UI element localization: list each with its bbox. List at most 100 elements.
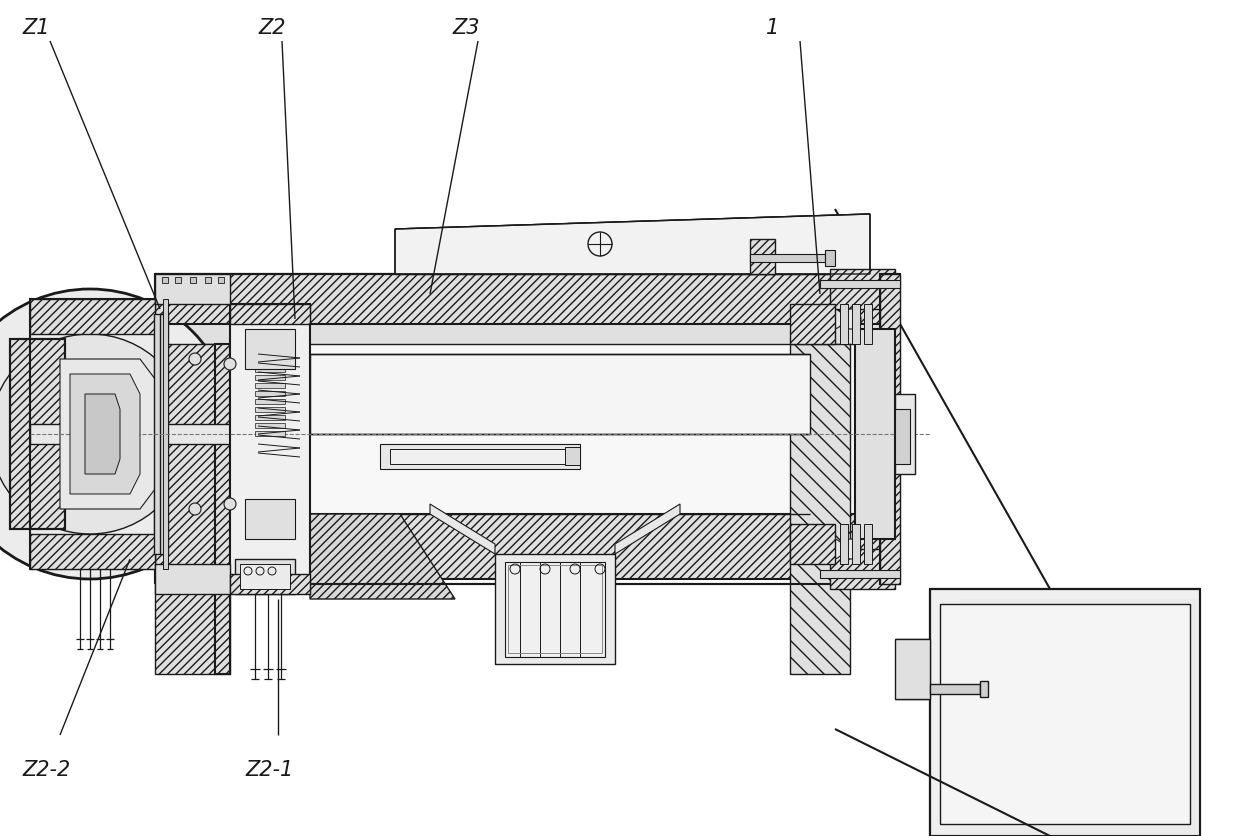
Polygon shape bbox=[255, 407, 285, 412]
Bar bbox=[246, 329, 295, 370]
Circle shape bbox=[805, 309, 825, 329]
Bar bbox=[246, 499, 295, 539]
Circle shape bbox=[224, 498, 236, 511]
Bar bbox=[160, 314, 167, 554]
Bar bbox=[310, 354, 810, 435]
Bar bbox=[190, 278, 196, 283]
Bar bbox=[856, 329, 895, 539]
Polygon shape bbox=[615, 504, 680, 554]
Polygon shape bbox=[930, 589, 1200, 836]
Text: Z1: Z1 bbox=[22, 18, 50, 38]
Polygon shape bbox=[60, 359, 155, 509]
Polygon shape bbox=[255, 359, 285, 364]
Text: Z3: Z3 bbox=[453, 18, 480, 38]
Circle shape bbox=[823, 309, 843, 329]
Bar bbox=[895, 395, 915, 475]
Bar bbox=[940, 604, 1190, 824]
Circle shape bbox=[30, 375, 150, 494]
Bar bbox=[10, 339, 64, 529]
Text: Z2: Z2 bbox=[258, 18, 285, 38]
Circle shape bbox=[0, 334, 190, 534]
Bar bbox=[750, 240, 775, 275]
Polygon shape bbox=[255, 391, 285, 396]
Text: Z2-1: Z2-1 bbox=[246, 759, 293, 779]
Bar bbox=[790, 344, 849, 674]
Polygon shape bbox=[155, 275, 895, 344]
Bar bbox=[155, 564, 229, 594]
Bar bbox=[218, 278, 224, 283]
Bar bbox=[241, 564, 290, 589]
Circle shape bbox=[188, 354, 201, 365]
Polygon shape bbox=[255, 415, 285, 421]
Bar bbox=[175, 278, 181, 283]
Bar bbox=[820, 570, 900, 579]
Polygon shape bbox=[255, 384, 285, 389]
Bar bbox=[155, 514, 895, 579]
Bar bbox=[205, 278, 211, 283]
Bar bbox=[880, 275, 900, 584]
Circle shape bbox=[64, 410, 115, 460]
Bar bbox=[790, 524, 835, 564]
Bar bbox=[155, 275, 229, 304]
Bar bbox=[505, 563, 605, 657]
Bar bbox=[790, 304, 835, 344]
Polygon shape bbox=[960, 599, 1200, 836]
Bar bbox=[236, 559, 295, 594]
Bar bbox=[155, 564, 229, 594]
Bar bbox=[830, 270, 895, 309]
Bar bbox=[830, 549, 895, 589]
Bar bbox=[162, 299, 167, 569]
Polygon shape bbox=[69, 375, 140, 494]
Bar bbox=[155, 344, 895, 514]
Polygon shape bbox=[396, 215, 870, 275]
Bar bbox=[229, 304, 310, 324]
Polygon shape bbox=[430, 504, 495, 554]
Circle shape bbox=[0, 289, 236, 579]
Circle shape bbox=[805, 539, 825, 559]
Bar bbox=[864, 304, 872, 344]
Polygon shape bbox=[255, 375, 285, 380]
Bar bbox=[30, 299, 155, 569]
Bar bbox=[750, 255, 825, 263]
Polygon shape bbox=[310, 514, 455, 599]
Bar bbox=[162, 278, 167, 283]
Polygon shape bbox=[255, 431, 285, 436]
Circle shape bbox=[841, 309, 861, 329]
Bar bbox=[30, 534, 155, 569]
Circle shape bbox=[262, 332, 278, 348]
Bar bbox=[391, 450, 570, 465]
Circle shape bbox=[224, 359, 236, 370]
Circle shape bbox=[823, 539, 843, 559]
Bar bbox=[839, 524, 848, 564]
Bar bbox=[820, 281, 900, 288]
Bar bbox=[864, 524, 872, 564]
Bar bbox=[155, 344, 229, 674]
Bar bbox=[839, 304, 848, 344]
Bar bbox=[215, 344, 229, 674]
Bar bbox=[980, 681, 988, 697]
Bar bbox=[852, 524, 861, 564]
Bar bbox=[930, 684, 980, 694]
Circle shape bbox=[841, 539, 861, 559]
Bar bbox=[155, 275, 895, 324]
Bar bbox=[10, 339, 64, 529]
Circle shape bbox=[188, 503, 201, 515]
Bar bbox=[852, 304, 861, 344]
Bar bbox=[155, 275, 229, 304]
Bar bbox=[30, 425, 265, 445]
Polygon shape bbox=[895, 410, 910, 465]
Text: 1: 1 bbox=[766, 18, 779, 38]
Polygon shape bbox=[86, 395, 120, 475]
Bar bbox=[895, 640, 930, 699]
Bar bbox=[880, 275, 900, 584]
Bar bbox=[229, 304, 310, 594]
Polygon shape bbox=[255, 368, 285, 373]
Circle shape bbox=[262, 522, 278, 538]
Bar bbox=[229, 574, 310, 594]
Bar bbox=[825, 251, 835, 267]
Polygon shape bbox=[255, 400, 285, 405]
Polygon shape bbox=[255, 424, 285, 429]
Text: Z2-2: Z2-2 bbox=[22, 759, 71, 779]
Bar bbox=[379, 445, 580, 470]
Bar bbox=[508, 565, 601, 653]
